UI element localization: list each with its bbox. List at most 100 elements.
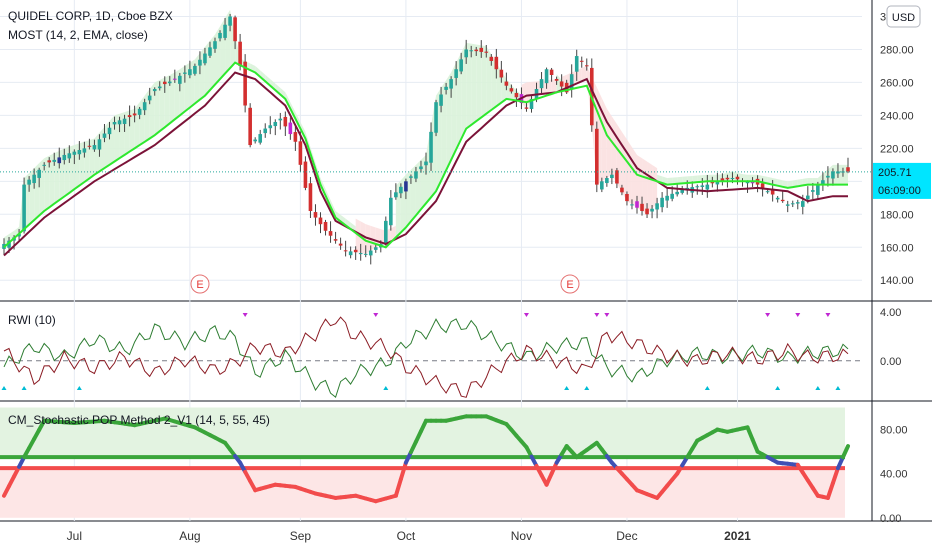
- price-tick-label: 140.00: [880, 275, 914, 287]
- candle-body: [555, 79, 559, 81]
- candle-body: [73, 152, 77, 155]
- candle-body: [515, 93, 519, 97]
- candle-body: [429, 132, 433, 163]
- trend-fill-segment: [371, 226, 376, 251]
- price-tick-label: 180.00: [880, 209, 914, 221]
- candle-body: [284, 117, 288, 126]
- candle-body: [113, 122, 117, 124]
- indicator-legend-rwi: RWI (10): [8, 313, 56, 327]
- candle-body: [761, 183, 765, 188]
- candle-body: [118, 120, 122, 124]
- candle-body: [550, 70, 554, 75]
- candle-body: [233, 17, 237, 41]
- candle-body: [188, 69, 192, 75]
- candle-body: [27, 180, 31, 185]
- candle-body: [173, 79, 177, 80]
- stoch-tick-label: 80.00: [880, 425, 908, 437]
- candle-body: [178, 76, 182, 84]
- candle-body: [580, 61, 584, 62]
- candle-body: [213, 41, 217, 49]
- candle-body: [309, 183, 313, 211]
- candle-body: [525, 107, 529, 108]
- candle-body: [490, 57, 494, 61]
- candle-body: [304, 162, 308, 188]
- time-tick-label: Sep: [290, 529, 312, 543]
- candle-body: [459, 59, 463, 71]
- candle-body: [575, 56, 579, 72]
- candle-body: [108, 128, 112, 134]
- candle-body: [183, 73, 187, 74]
- trend-fill-segment: [602, 98, 607, 181]
- candle-body: [238, 42, 242, 66]
- trend-fill-segment: [94, 133, 99, 175]
- candle-body: [495, 57, 499, 69]
- currency-button[interactable]: USD: [887, 6, 920, 27]
- trend-fill-segment: [607, 109, 612, 178]
- candle-body: [600, 181, 604, 189]
- candle-body: [665, 196, 669, 201]
- candle-body: [449, 79, 453, 88]
- candle-body: [434, 102, 438, 133]
- candle-body: [334, 239, 338, 241]
- trend-fill-segment: [743, 174, 748, 181]
- candle-body: [52, 160, 56, 162]
- candle-body: [268, 125, 272, 128]
- candle-body: [62, 155, 66, 160]
- candle-body: [133, 113, 137, 115]
- trend-fill-segment: [125, 110, 130, 155]
- candle-body: [500, 70, 504, 78]
- candle-body: [585, 65, 589, 66]
- candle-body: [93, 145, 97, 149]
- rwi-sell-signal: [765, 313, 770, 317]
- candle-body: [540, 79, 544, 88]
- candle-body: [404, 181, 408, 191]
- trend-fill-segment: [79, 142, 84, 186]
- candle-body: [294, 132, 298, 142]
- trend-fill-segment: [552, 79, 557, 93]
- trend-fill-segment: [406, 170, 411, 228]
- trend-fill: [4, 10, 848, 254]
- trend-fill-segment: [838, 165, 843, 185]
- candle-body: [645, 209, 649, 215]
- candle-body: [796, 202, 800, 203]
- candle-body: [620, 188, 624, 193]
- candle-body: [263, 129, 267, 134]
- candle-body: [354, 250, 358, 252]
- stoch-tick-label: 40.00: [880, 469, 908, 481]
- candle-body: [168, 82, 172, 84]
- candle-body: [726, 178, 730, 180]
- candle-body: [846, 167, 850, 171]
- candle-body: [826, 176, 830, 178]
- trend-fill-segment: [647, 162, 652, 215]
- candle-body: [670, 194, 674, 199]
- candle-body: [560, 81, 564, 86]
- trend-fill-segment: [160, 77, 165, 131]
- candle-body: [630, 204, 634, 205]
- candle-body: [42, 165, 46, 166]
- rwi-series-line: [4, 317, 848, 397]
- candle-body: [695, 186, 699, 187]
- candle-body: [439, 95, 443, 106]
- price-tick-label: 260.00: [880, 77, 914, 89]
- rwi-buy-signal: [584, 386, 589, 390]
- trend-fill-segment: [44, 156, 49, 211]
- candle-body: [484, 52, 488, 53]
- currency-label: USD: [892, 12, 915, 24]
- candle-body: [228, 16, 232, 25]
- candle-body: [701, 185, 705, 187]
- candle-body: [143, 102, 147, 110]
- trend-fill-segment: [476, 45, 481, 122]
- candle-body: [349, 251, 353, 255]
- candle-body: [545, 69, 549, 83]
- trend-fill-segment: [481, 45, 486, 117]
- rwi-tick-label: 4.00: [880, 307, 901, 319]
- candle-body: [816, 185, 820, 195]
- candle-body: [811, 190, 815, 192]
- candle-body: [510, 88, 514, 91]
- price-tick-label: 220.00: [880, 143, 914, 155]
- candle-body: [660, 198, 664, 207]
- candle-body: [464, 49, 468, 57]
